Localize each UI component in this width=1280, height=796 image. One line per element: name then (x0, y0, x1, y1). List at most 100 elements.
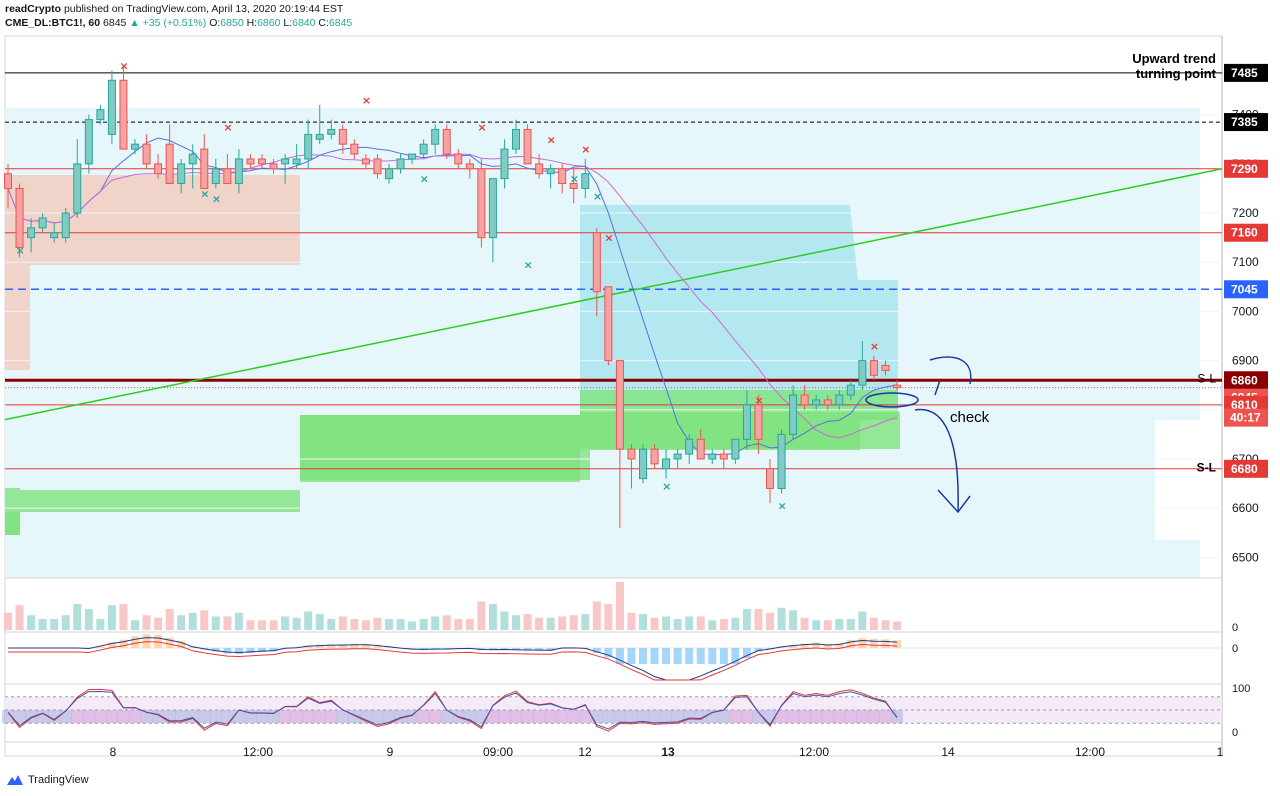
stoch-background-bar (13, 710, 26, 724)
volume-bar (84, 609, 93, 630)
volume-bar (569, 615, 578, 630)
volume-bar (234, 612, 243, 630)
stoch-background-bar (48, 710, 61, 724)
stoch-background-bar (417, 710, 430, 724)
close-label: C: (318, 17, 329, 29)
annotation-trend-bottom: turning point (1136, 66, 1217, 81)
candle-body (234, 158, 243, 185)
volume-bar (893, 621, 901, 630)
volume-bar (615, 582, 624, 630)
candle-body (327, 128, 336, 135)
volume-bar (281, 616, 290, 630)
volume-bar (27, 615, 36, 630)
candle-body (373, 158, 382, 175)
stoch-background-bar (590, 710, 603, 724)
x-tick-label: 1 (1217, 745, 1224, 759)
open-value: 6850 (220, 17, 244, 29)
signal-cross-marker: × (420, 173, 429, 186)
stoch-background-bar (209, 710, 222, 724)
hand-arrow-up-tip (934, 379, 941, 396)
candle-body (38, 217, 47, 229)
volume-bar (211, 616, 220, 630)
volume-bar (558, 616, 567, 630)
macd-histogram-bar (338, 644, 347, 648)
countdown-label: 40:17 (1230, 411, 1261, 425)
tradingview-logo-icon (7, 775, 23, 785)
candle-body (546, 168, 555, 175)
green-cloud-right (580, 412, 900, 449)
candle-body (477, 168, 486, 239)
publish-info: published on TradingView.com, April 13, … (63, 3, 344, 15)
stoch-background-bar (879, 710, 892, 724)
hand-arrow-down (914, 408, 959, 513)
candle-body (73, 163, 82, 214)
up-arrow-icon: ▲ (129, 17, 140, 29)
candle-body (15, 187, 24, 248)
stoch-background-bar (833, 710, 846, 724)
x-tick-label: 12:00 (243, 745, 273, 759)
y-tick-label: 6500 (1232, 550, 1259, 564)
stoch-background-bar (706, 710, 719, 724)
volume-bar (200, 610, 209, 630)
stoch-background-bar (244, 710, 257, 724)
macd-axis-label: 0 (1232, 643, 1238, 655)
y-tick-label: 7200 (1232, 206, 1259, 220)
stoch-background-bar (533, 710, 546, 724)
volume-bar (188, 612, 197, 630)
macd-histogram-bar (650, 648, 659, 664)
last-price-text: 6845 (103, 17, 127, 29)
stoch-background-bar (625, 710, 638, 724)
price-badge-7385 (1224, 113, 1268, 132)
stoch-background-bar (94, 710, 107, 724)
stoch-background-bar (740, 710, 753, 724)
stoch-background-bar (440, 710, 453, 724)
macd-histogram-bar (742, 648, 751, 659)
stoch-background-bar (787, 710, 800, 724)
macd-histogram-bar (592, 648, 601, 654)
stoch-background-bar (117, 710, 130, 724)
candle-body (893, 384, 901, 389)
signal-cross-marker: × (870, 340, 879, 353)
signal-cross-marker: × (754, 394, 763, 407)
stoch-background-bar (475, 710, 488, 724)
macd-histogram-bar (246, 648, 255, 654)
candle-body (361, 158, 370, 165)
macd-histogram-bar (211, 648, 220, 652)
volume-bar (315, 614, 324, 630)
candle-body (869, 360, 878, 376)
author-name[interactable]: readCrypto (5, 3, 62, 15)
candle-body (650, 448, 659, 465)
stoch-background-bar (567, 710, 580, 724)
tradingview-brand[interactable]: TradingView (28, 774, 89, 786)
candle-body (142, 143, 151, 165)
volume-bar (719, 619, 728, 630)
candle-body (119, 79, 128, 150)
macd-histogram-bar (304, 645, 313, 648)
stoch-background-bar (717, 710, 730, 724)
volume-bar (846, 619, 855, 630)
candle-body (754, 404, 763, 440)
macd-line (8, 637, 898, 681)
candle-body (789, 394, 798, 435)
signal-cross-marker: × (547, 133, 556, 146)
macd-histogram-bar (234, 648, 243, 655)
candle-body (500, 148, 509, 180)
volume-bar (812, 620, 821, 630)
candle-body (708, 453, 717, 460)
volume-bar (107, 605, 116, 630)
macd-histogram-bar (477, 648, 486, 651)
hand-arrow-down-tip (937, 489, 971, 514)
stoch-axis-label: 100 (1232, 683, 1250, 695)
price-badge-7485 (1224, 63, 1268, 82)
macd-histogram-bar (142, 634, 151, 648)
candle-body (27, 227, 36, 239)
candle-body (4, 173, 12, 189)
pale-cloud-gap (1155, 420, 1200, 540)
candle-body (177, 163, 186, 185)
candle-body (535, 163, 544, 175)
stoch-background-bar (383, 710, 395, 724)
volume-bar (50, 619, 59, 630)
volume-bar (131, 620, 139, 630)
volume-bar (708, 620, 717, 630)
